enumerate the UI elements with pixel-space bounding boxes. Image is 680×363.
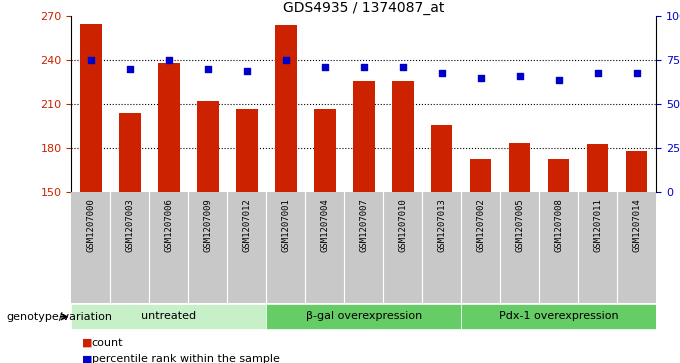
Bar	[470, 159, 492, 192]
Bar	[80, 24, 101, 192]
Point	[203, 66, 214, 72]
Text: GSM1207006: GSM1207006	[165, 198, 173, 252]
Text: GSM1207000: GSM1207000	[86, 198, 95, 252]
Bar	[353, 81, 375, 192]
Bar	[509, 143, 530, 192]
Bar	[431, 125, 452, 192]
Bar	[119, 113, 141, 192]
Text: GSM1207004: GSM1207004	[320, 198, 329, 252]
Bar	[158, 63, 180, 192]
Bar	[626, 151, 647, 192]
Bar	[461, 305, 656, 329]
Point	[241, 68, 252, 74]
Text: genotype/variation: genotype/variation	[7, 312, 113, 322]
Point	[631, 70, 642, 76]
Point	[358, 65, 369, 70]
Title: GDS4935 / 1374087_at: GDS4935 / 1374087_at	[283, 1, 445, 15]
Bar	[71, 305, 267, 329]
Text: GSM1207001: GSM1207001	[282, 198, 290, 252]
Text: untreated: untreated	[141, 311, 197, 321]
Text: GSM1207008: GSM1207008	[554, 198, 563, 252]
Text: GSM1207003: GSM1207003	[125, 198, 135, 252]
Bar	[267, 305, 461, 329]
Bar	[392, 81, 413, 192]
Text: GSM1207009: GSM1207009	[203, 198, 212, 252]
Text: Pdx-1 overexpression: Pdx-1 overexpression	[499, 311, 619, 321]
Text: GSM1207005: GSM1207005	[515, 198, 524, 252]
Text: count: count	[92, 338, 123, 348]
Point	[86, 57, 97, 63]
Bar	[587, 144, 609, 192]
Text: ■: ■	[82, 338, 92, 348]
Text: GSM1207011: GSM1207011	[593, 198, 602, 252]
Bar	[236, 109, 258, 192]
Point	[163, 57, 174, 63]
Point	[475, 75, 486, 81]
Point	[514, 73, 525, 79]
Point	[280, 57, 291, 63]
Bar	[275, 25, 296, 192]
Text: GSM1207002: GSM1207002	[476, 198, 486, 252]
Bar	[548, 159, 569, 192]
Point	[592, 70, 603, 76]
Text: ■: ■	[82, 354, 92, 363]
Text: GSM1207007: GSM1207007	[359, 198, 369, 252]
Bar	[314, 109, 335, 192]
Text: GSM1207010: GSM1207010	[398, 198, 407, 252]
Point	[554, 77, 564, 83]
Text: β-gal overexpression: β-gal overexpression	[306, 311, 422, 321]
Text: GSM1207012: GSM1207012	[242, 198, 252, 252]
Point	[320, 65, 330, 70]
Text: percentile rank within the sample: percentile rank within the sample	[92, 354, 279, 363]
Point	[124, 66, 135, 72]
Point	[437, 70, 447, 76]
Text: GSM1207013: GSM1207013	[437, 198, 446, 252]
Text: GSM1207014: GSM1207014	[632, 198, 641, 252]
Bar	[197, 101, 218, 192]
Point	[397, 65, 408, 70]
